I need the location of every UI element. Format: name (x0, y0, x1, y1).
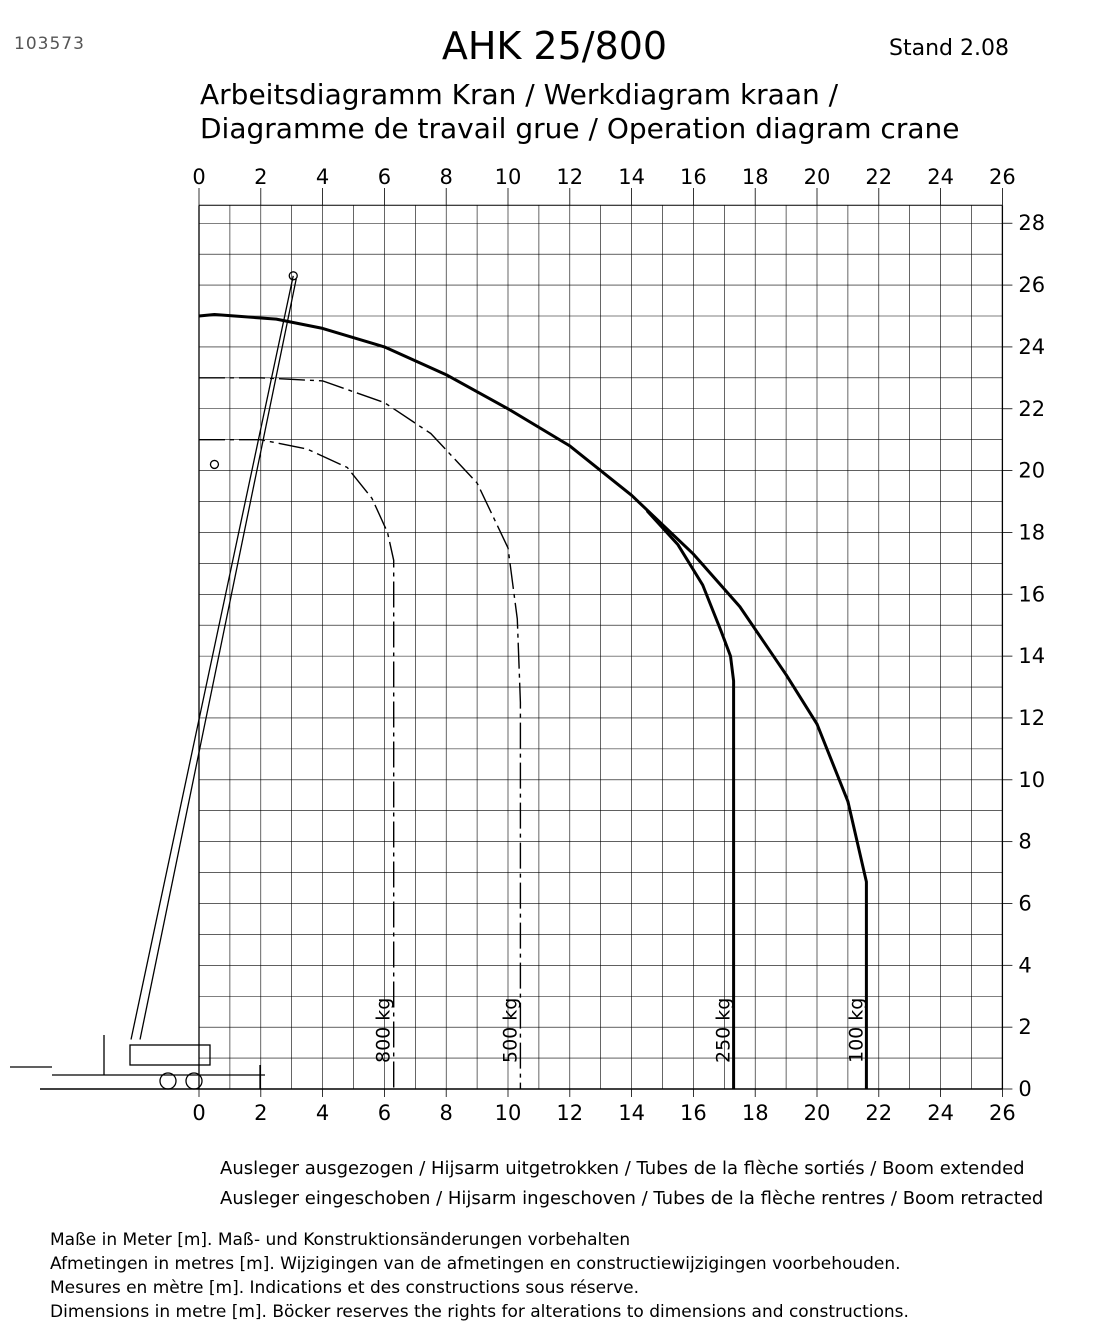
trailer-wheel (159, 1072, 177, 1090)
x-tick-label-bottom: 8 (440, 1101, 453, 1125)
y-tick-label: 28 (1018, 211, 1045, 235)
y-tick-label: 26 (1018, 273, 1045, 297)
subtitle-line-1: Arbeitsdiagramm Kran / Werkdiagram kraan… (200, 78, 839, 111)
working-range-chart: 0022446688101012121414161618182020222224… (10, 165, 1045, 1125)
boom-line (139, 278, 297, 1040)
chart-title: AHK 25/800 (441, 24, 668, 68)
x-tick-label-bottom: 2 (254, 1101, 267, 1125)
crane-drawing (10, 271, 298, 1090)
x-tick-label-top: 24 (927, 165, 954, 189)
grid (198, 204, 1004, 1090)
boom-joint (209, 459, 220, 470)
x-tick-label-top: 16 (680, 165, 707, 189)
y-tick-label: 0 (1018, 1077, 1031, 1101)
y-tick-label: 16 (1018, 582, 1045, 606)
x-tick-label-top: 6 (378, 165, 391, 189)
note-line-4: Dimensions in metre [m]. Böcker reserves… (50, 1302, 909, 1322)
x-tick-label-top: 8 (440, 165, 453, 189)
x-tick-label-top: 0 (192, 165, 205, 189)
x-tick-label-bottom: 16 (680, 1101, 707, 1125)
x-tick-label-bottom: 4 (316, 1101, 329, 1125)
y-tick-label: 20 (1018, 459, 1045, 483)
y-tick-label: 8 (1018, 830, 1031, 854)
curve-800-kg (199, 439, 395, 1089)
curve-100-kg (198, 313, 868, 1089)
x-tick-label-top: 22 (865, 165, 892, 189)
y-tick-label: 14 (1018, 644, 1045, 668)
x-tick-label-bottom: 26 (989, 1101, 1016, 1125)
y-tick-label: 10 (1018, 768, 1045, 792)
note-line-1: Maße in Meter [m]. Maß- und Konstruktion… (50, 1230, 631, 1250)
x-tick-label-top: 18 (742, 165, 769, 189)
boom-line (130, 275, 294, 1040)
y-tick-label: 22 (1018, 397, 1045, 421)
x-tick-label-top: 14 (618, 165, 645, 189)
x-tick-label-bottom: 22 (865, 1101, 892, 1125)
y-tick-label: 2 (1018, 1015, 1031, 1039)
x-tick-label-bottom: 6 (378, 1101, 391, 1125)
curve-250-kg (645, 509, 736, 1089)
version-stand: Stand 2.08 (889, 36, 1009, 61)
crane-base (129, 1044, 211, 1066)
curve-500-kg (199, 377, 522, 1089)
load-labels: 100 kg 500 kg 800 kg 250 kg (373, 998, 868, 1063)
x-tick-label-top: 12 (556, 165, 583, 189)
y-tick-label: 12 (1018, 706, 1045, 730)
y-tick-label: 6 (1018, 891, 1031, 915)
y-tick-label: 18 (1018, 520, 1045, 544)
y-tick-label: 24 (1018, 335, 1045, 359)
x-tick-label-bottom: 14 (618, 1101, 645, 1125)
x-tick-label-bottom: 10 (495, 1101, 522, 1125)
boom-tip-pulley (288, 271, 298, 281)
x-tick-label-bottom: 18 (742, 1101, 769, 1125)
x-tick-label-top: 10 (495, 165, 522, 189)
x-tick-label-top: 2 (254, 165, 267, 189)
load-label-250-kg: 250 kg (713, 998, 735, 1063)
subtitle-line-2: Diagramme de travail grue / Operation di… (200, 112, 960, 145)
axes: 0022446688101012121414161618182020222224… (40, 165, 1045, 1125)
x-tick-label-bottom: 0 (192, 1101, 205, 1125)
x-tick-label-top: 26 (989, 165, 1016, 189)
x-tick-label-top: 4 (316, 165, 329, 189)
load-label-100-kg: 100 kg (845, 998, 867, 1063)
x-tick-label-bottom: 20 (804, 1101, 831, 1125)
load-label-800-kg: 800 kg (373, 998, 395, 1063)
trailer-wheel (185, 1072, 203, 1090)
x-tick-label-top: 20 (804, 165, 831, 189)
legend-boom-retracted: Ausleger eingeschoben / Hijsarm ingescho… (220, 1188, 1044, 1209)
load-label-500-kg: 500 kg (499, 998, 521, 1063)
note-line-2: Afmetingen in metres [m]. Wijzigingen va… (50, 1254, 901, 1274)
x-tick-label-bottom: 24 (927, 1101, 954, 1125)
legend-boom-extended: Ausleger ausgezogen / Hijsarm uitgetrokk… (220, 1158, 1025, 1179)
note-line-3: Mesures en mètre [m]. Indications et des… (50, 1278, 640, 1298)
document-number: 103573 (14, 34, 85, 54)
y-tick-label: 4 (1018, 953, 1031, 977)
x-tick-label-bottom: 12 (556, 1101, 583, 1125)
curves (198, 313, 868, 1089)
